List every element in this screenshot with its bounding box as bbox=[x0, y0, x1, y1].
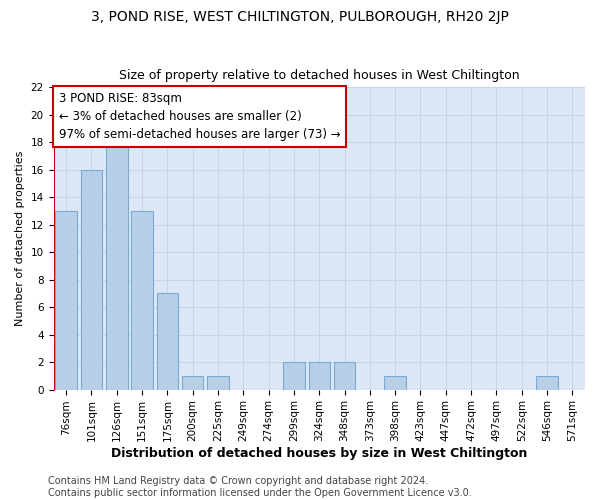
Text: Contains HM Land Registry data © Crown copyright and database right 2024.
Contai: Contains HM Land Registry data © Crown c… bbox=[48, 476, 472, 498]
Bar bbox=[283, 362, 305, 390]
X-axis label: Distribution of detached houses by size in West Chiltington: Distribution of detached houses by size … bbox=[111, 447, 527, 460]
Bar bbox=[385, 376, 406, 390]
Bar bbox=[182, 376, 203, 390]
Bar bbox=[207, 376, 229, 390]
Bar bbox=[55, 211, 77, 390]
Text: 3 POND RISE: 83sqm
← 3% of detached houses are smaller (2)
97% of semi-detached : 3 POND RISE: 83sqm ← 3% of detached hous… bbox=[59, 92, 340, 141]
Bar bbox=[106, 142, 128, 390]
Title: Size of property relative to detached houses in West Chiltington: Size of property relative to detached ho… bbox=[119, 69, 520, 82]
Bar bbox=[157, 294, 178, 390]
Bar bbox=[308, 362, 330, 390]
Bar bbox=[131, 211, 153, 390]
Bar bbox=[536, 376, 558, 390]
Bar bbox=[334, 362, 355, 390]
Y-axis label: Number of detached properties: Number of detached properties bbox=[15, 151, 25, 326]
Bar bbox=[81, 170, 102, 390]
Text: 3, POND RISE, WEST CHILTINGTON, PULBOROUGH, RH20 2JP: 3, POND RISE, WEST CHILTINGTON, PULBOROU… bbox=[91, 10, 509, 24]
